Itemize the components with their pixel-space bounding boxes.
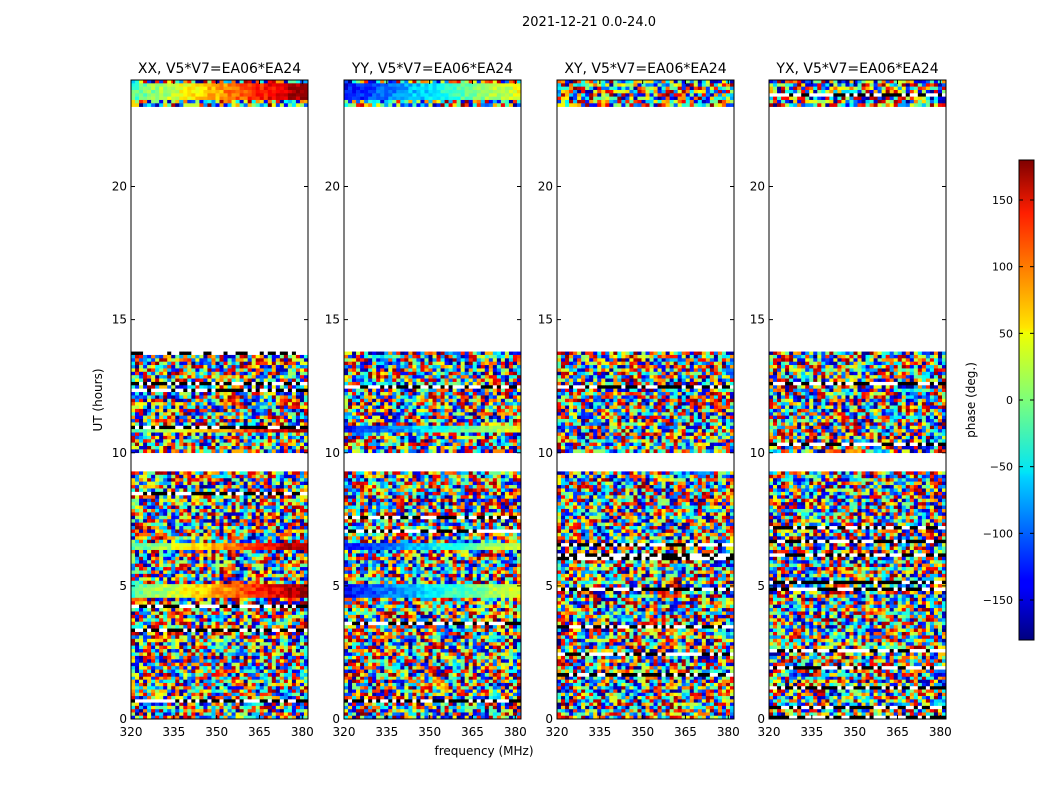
x-axis-label: frequency (MHz)	[434, 744, 533, 758]
y-axis-label: UT (hours)	[91, 368, 105, 431]
y-tick-label: 20	[112, 180, 127, 194]
x-tick-label: 350	[418, 725, 441, 739]
colorbar-tick-label: 50	[999, 327, 1013, 340]
panel-yx: YX, V5*V7=EA06*EA24 320 335 350 365 380 0 5 10 15…	[750, 61, 952, 739]
y-tick-label: 20	[325, 180, 340, 194]
colorbar-tick-label: 150	[992, 194, 1013, 207]
y-tick-label: 5	[332, 579, 340, 593]
y-tick-label: 10	[750, 446, 765, 460]
x-tick-label: 320	[333, 725, 356, 739]
colorbar-tick-label: 100	[992, 261, 1013, 274]
panel-frame	[130, 79, 309, 720]
x-tick-label: 335	[375, 725, 398, 739]
x-tick-label: 350	[205, 725, 228, 739]
y-tick-label: 5	[119, 579, 127, 593]
x-tick-label: 350	[843, 725, 866, 739]
y-tick-label: 20	[538, 180, 553, 194]
figure-title: 2021-12-21 0.0-24.0	[522, 15, 656, 30]
y-tick-label: 15	[325, 313, 340, 327]
y-tick-label: 0	[545, 712, 553, 726]
x-tick-label: 320	[120, 725, 143, 739]
panel-title: YX, V5*V7=EA06*EA24	[775, 61, 938, 77]
colorbar-tick-label: 0	[1006, 394, 1013, 407]
x-tick-label: 335	[588, 725, 611, 739]
x-tick-label: 380	[929, 725, 952, 739]
panel-yy: YY, V5*V7=EA06*EA24 320 335 350 365 380 0 5 10 15…	[325, 61, 527, 739]
x-tick-label: 335	[162, 725, 185, 739]
y-tick-label: 0	[119, 712, 127, 726]
y-tick-label: 10	[325, 446, 340, 460]
y-tick-label: 15	[750, 313, 765, 327]
x-tick-label: 350	[631, 725, 654, 739]
x-tick-label: 380	[291, 725, 314, 739]
colorbar: −150 −100 −50 0 50 100 150 phase (deg.)	[964, 159, 1035, 641]
panel-xy: XY, V5*V7=EA06*EA24 320 335 350 365 380 0 5 10 15…	[538, 61, 740, 739]
heatmap-cells	[769, 80, 947, 720]
x-tick-label: 365	[248, 725, 271, 739]
x-tick-label: 365	[886, 725, 909, 739]
colorbar-label: phase (deg.)	[964, 362, 978, 438]
panel-title: XX, V5*V7=EA06*EA24	[138, 61, 301, 77]
panels: XX, V5*V7=EA06*EA24 320 335 350 365 380 0 5 10 15…	[112, 61, 952, 739]
heatmap-cells	[557, 80, 735, 720]
x-tick-label: 335	[800, 725, 823, 739]
y-tick-label: 15	[538, 313, 553, 327]
y-tick-label: 5	[545, 579, 553, 593]
y-tick-label: 15	[112, 313, 127, 327]
colorbar-tick-label: −100	[983, 527, 1013, 540]
x-tick-label: 320	[758, 725, 781, 739]
x-tick-label: 320	[546, 725, 569, 739]
y-tick-label: 0	[757, 712, 765, 726]
colorbar-ticks: −150 −100 −50 0 50 100 150	[983, 194, 1034, 607]
y-tick-label: 20	[750, 180, 765, 194]
panel-frame	[556, 79, 735, 720]
y-tick-label: 10	[538, 446, 553, 460]
panel-title: YY, V5*V7=EA06*EA24	[351, 61, 513, 77]
x-tick-label: 365	[674, 725, 697, 739]
panel-frame	[343, 79, 522, 720]
heatmap-cells	[131, 80, 309, 720]
colorbar-tick-label: −50	[990, 461, 1013, 474]
panel-xx: XX, V5*V7=EA06*EA24 320 335 350 365 380 0 5 10 15…	[112, 61, 314, 739]
colorbar-tick-label: −150	[983, 594, 1013, 607]
x-tick-label: 380	[717, 725, 740, 739]
x-tick-label: 380	[504, 725, 527, 739]
panel-frame	[768, 79, 947, 720]
y-tick-label: 10	[112, 446, 127, 460]
x-tick-label: 365	[461, 725, 484, 739]
heatmap-cells	[344, 80, 522, 720]
panel-title: XY, V5*V7=EA06*EA24	[564, 61, 726, 77]
y-tick-label: 0	[332, 712, 340, 726]
y-tick-label: 5	[757, 579, 765, 593]
